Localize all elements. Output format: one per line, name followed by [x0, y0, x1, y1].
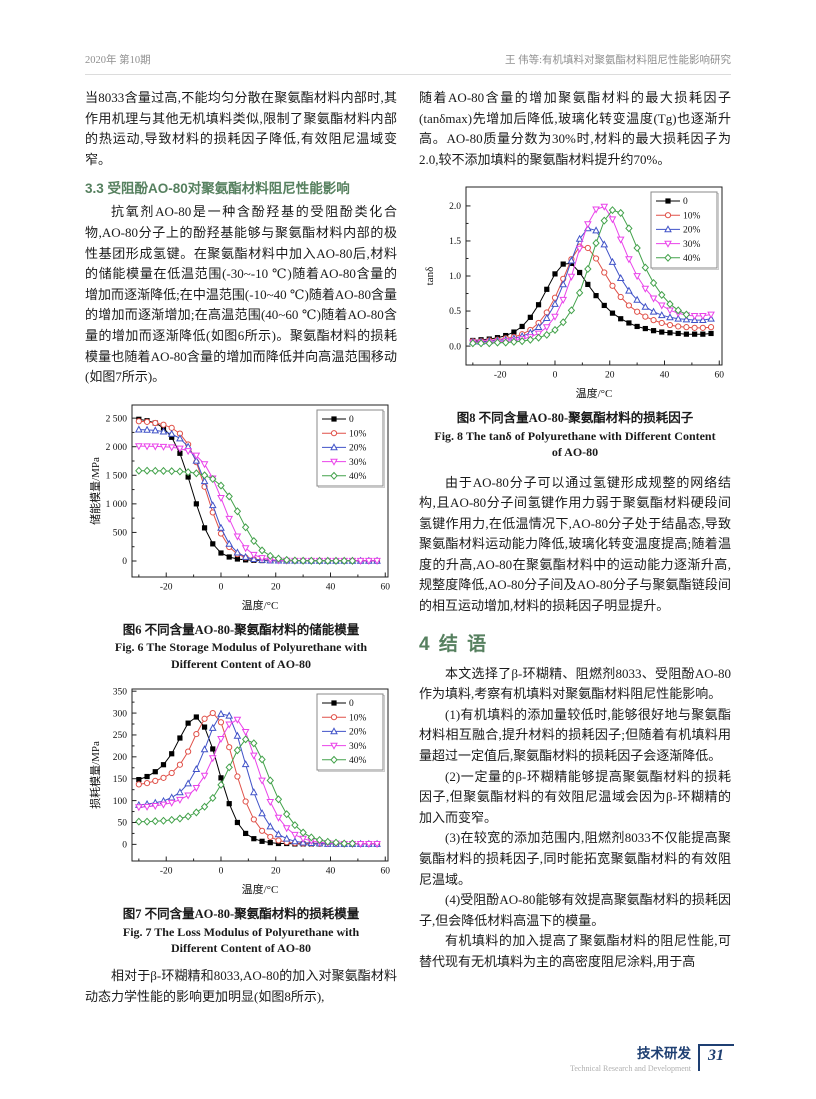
- svg-text:1 500: 1 500: [106, 471, 128, 481]
- svg-text:60: 60: [715, 371, 725, 381]
- svg-text:20: 20: [271, 866, 281, 876]
- svg-text:500: 500: [113, 528, 128, 538]
- svg-text:20%: 20%: [349, 727, 367, 737]
- svg-text:20%: 20%: [349, 443, 367, 453]
- svg-text:2 500: 2 500: [106, 414, 128, 424]
- svg-text:-20: -20: [494, 371, 507, 381]
- svg-text:350: 350: [113, 687, 128, 697]
- figure-8-caption-cn: 图8 不同含量AO-80-聚氨酯材料的损耗因子: [456, 411, 694, 426]
- svg-text:1.0: 1.0: [449, 273, 461, 283]
- paragraph: 随着AO-80含量的增加聚氨酯材料的最大损耗因子(tanδmax)先增加后降低,…: [419, 90, 731, 167]
- figure-6-caption: 图6 不同含量AO-80-聚氨酯材料的储能模量 Fig. 6 The Stora…: [85, 621, 397, 672]
- svg-text:100: 100: [113, 797, 128, 807]
- svg-text:2.0: 2.0: [449, 202, 461, 212]
- svg-text:2 000: 2 000: [106, 443, 128, 453]
- svg-text:0: 0: [219, 866, 224, 876]
- svg-text:40%: 40%: [683, 254, 701, 264]
- paragraph: 本文选择了β-环糊精、阻燃剂8033、受阻酚AO-80作为填料,考察有机填料对聚…: [419, 665, 731, 702]
- svg-text:0: 0: [122, 557, 127, 567]
- chart-loss-modulus: -20 0 20 40 60 0 50 100 150 200 250 300 350 温度/°C 损耗模量…: [85, 681, 397, 903]
- svg-text:40: 40: [326, 582, 336, 592]
- svg-text:30%: 30%: [683, 240, 701, 250]
- svg-text:0: 0: [219, 582, 224, 592]
- figure-7-caption-en: Fig. 7 The Loss Modulus of Polyurethane …: [122, 924, 360, 955]
- svg-text:温度/°C: 温度/°C: [242, 598, 279, 612]
- paragraph: (3)在较宽的添加范围内,阻燃剂8033不仅能提高聚氨酯材料的损耗因子,同时能拓…: [419, 830, 731, 887]
- svg-text:损耗模量/MPa: 损耗模量/MPa: [88, 741, 102, 809]
- page-header: 2020年 第10期 王 伟等:有机填料对聚氨酯材料阻尼性能影响研究: [85, 52, 731, 75]
- paragraph: (2)一定量的β-环糊精能够提高聚氨酯材料的损耗因子,但聚氨酯材料的有效阻尼温域…: [419, 768, 731, 825]
- svg-text:20%: 20%: [683, 226, 701, 236]
- svg-text:20: 20: [271, 582, 281, 592]
- page-footer: 技术研发 Technical Research and Development …: [570, 1044, 734, 1073]
- figure-7-caption: 图7 不同含量AO-80-聚氨酯材料的损耗模量 Fig. 7 The Loss …: [85, 905, 397, 956]
- figure-6-caption-cn: 图6 不同含量AO-80-聚氨酯材料的储能模量: [122, 622, 360, 637]
- left-column: 当8033含量过高,不能均匀分散在聚氨酯材料内部时,其作用机理与其他无机填料类似…: [85, 88, 397, 1007]
- svg-text:20: 20: [605, 371, 615, 381]
- svg-text:50: 50: [118, 819, 128, 829]
- svg-text:200: 200: [113, 753, 128, 763]
- svg-text:温度/°C: 温度/°C: [576, 386, 613, 400]
- svg-text:0: 0: [122, 840, 127, 850]
- paragraph: (1)有机填料的添加量较低时,能够很好地与聚氨酯材料相互融合,提升材料的损耗因子…: [419, 706, 731, 764]
- svg-text:250: 250: [113, 731, 128, 741]
- svg-text:10%: 10%: [349, 429, 367, 439]
- svg-text:300: 300: [113, 709, 128, 719]
- chart-tan-delta: -20 0 20 40 60 0.0 0.5 1.0 1.5 2.0 温度/°C tanδ 0 10% 20…: [419, 180, 731, 407]
- header-issue: 2020年 第10期: [85, 55, 151, 66]
- svg-text:40%: 40%: [349, 756, 367, 766]
- svg-text:60: 60: [381, 582, 391, 592]
- footer-section-en: Technical Research and Development: [570, 1064, 691, 1073]
- svg-text:30%: 30%: [349, 458, 367, 468]
- svg-text:40: 40: [660, 371, 670, 381]
- svg-text:0: 0: [553, 371, 558, 381]
- paragraph: 相对于β-环糊精和8033,AO-80的加入对聚氨酯材料动态力学性能的影响更加明…: [85, 967, 397, 1004]
- svg-text:40: 40: [326, 866, 336, 876]
- chart-storage-modulus: -20 0 20 40 60 0 500 1 000 1 500 2 000 2 500 温度/°C 储…: [85, 397, 397, 619]
- paragraph: 抗氧剂AO-80是一种含酚羟基的受阻酚类化合物,AO-80分子上的酚羟基能够与聚…: [85, 204, 397, 385]
- svg-text:0: 0: [349, 415, 354, 425]
- svg-text:储能模量/MPa: 储能模量/MPa: [88, 457, 102, 525]
- header-running-title: 王 伟等:有机填料对聚氨酯材料阻尼性能影响研究: [504, 55, 731, 66]
- svg-text:0: 0: [683, 198, 688, 208]
- paragraph: 有机填料的加入提高了聚氨酯材料的阻尼性能,可替代现有无机填料为主的高密度阻尼涂料…: [419, 933, 731, 969]
- svg-text:10%: 10%: [683, 212, 701, 222]
- figure-8: -20 0 20 40 60 0.0 0.5 1.0 1.5 2.0 温度/°C tanδ 0 10% 20…: [419, 180, 731, 460]
- section-heading-4: 4 结 语: [419, 633, 489, 655]
- svg-text:1.5: 1.5: [449, 238, 461, 248]
- figure-6: -20 0 20 40 60 0 500 1 000 1 500 2 000 2 500 温度/°C 储…: [85, 397, 397, 672]
- svg-text:0.0: 0.0: [449, 343, 461, 353]
- svg-text:150: 150: [113, 775, 128, 785]
- paragraph: 当8033含量过高,不能均匀分散在聚氨酯材料内部时,其作用机理与其他无机填料类似…: [85, 90, 397, 167]
- footer-section-cn: 技术研发: [637, 1046, 691, 1062]
- svg-text:0.5: 0.5: [449, 308, 461, 318]
- svg-text:温度/°C: 温度/°C: [242, 882, 279, 896]
- figure-7: -20 0 20 40 60 0 50 100 150 200 250 300 350 温度/°C 损耗模量…: [85, 681, 397, 956]
- figure-7-caption-cn: 图7 不同含量AO-80-聚氨酯材料的损耗模量: [122, 906, 360, 921]
- svg-text:10%: 10%: [349, 713, 367, 723]
- figure-6-caption-en: Fig. 6 The Storage Modulus of Polyuretha…: [114, 640, 368, 671]
- right-column: 随着AO-80含量的增加聚氨酯材料的最大损耗因子(tanδmax)先增加后降低,…: [419, 88, 731, 1007]
- svg-text:-20: -20: [160, 582, 173, 592]
- svg-text:tanδ: tanδ: [424, 267, 436, 286]
- figure-8-caption-en: Fig. 8 The tanδ of Polyurethane with Dif…: [434, 429, 716, 460]
- svg-text:30%: 30%: [349, 742, 367, 752]
- svg-text:1 000: 1 000: [106, 500, 128, 510]
- svg-text:40%: 40%: [349, 472, 367, 482]
- page-number: 31: [698, 1044, 734, 1071]
- paragraph: (4)受阻酚AO-80能够有效提高聚氨酯材料的损耗因子,但会降低材料高温下的模量…: [419, 892, 731, 928]
- figure-8-caption: 图8 不同含量AO-80-聚氨酯材料的损耗因子 Fig. 8 The tanδ …: [419, 409, 731, 460]
- footer-labels: 技术研发 Technical Research and Development: [570, 1044, 691, 1073]
- section-heading-3-3: 3.3 受阻酚AO-80对聚氨酯材料阻尼性能影响: [85, 181, 350, 197]
- svg-text:0: 0: [349, 699, 354, 709]
- paragraph: 由于AO-80分子可以通过氢键形成规整的网络结构,且AO-80分子间氢键作用力弱…: [419, 474, 731, 614]
- svg-text:60: 60: [381, 866, 391, 876]
- svg-text:-20: -20: [160, 866, 173, 876]
